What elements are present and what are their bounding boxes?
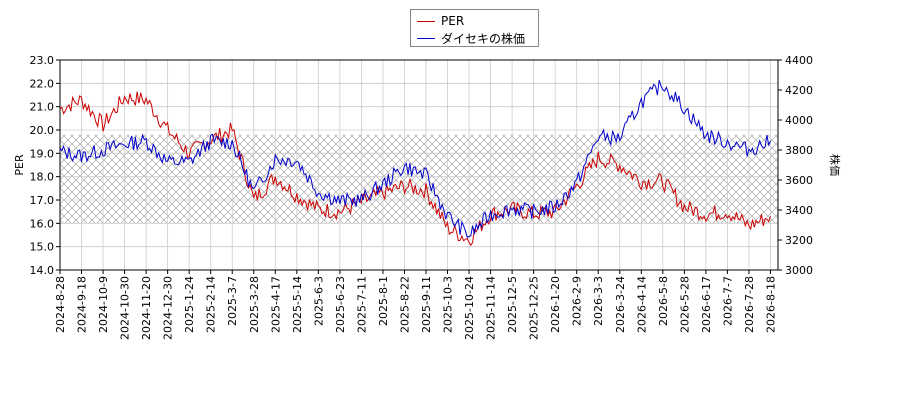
y-right-tick-label: 4000 [785, 114, 813, 127]
legend-item-per: PER [417, 13, 464, 29]
x-tick-label: 2025-12-5 [506, 276, 519, 333]
x-tick-label: 2026-6-17 [700, 276, 713, 333]
x-tick-label: 2025-3-28 [248, 276, 261, 333]
x-tick-label: 2025-1-24 [183, 276, 196, 333]
x-tick-label: 2025-12-25 [528, 276, 541, 340]
y-left-tick-label: 14.0 [30, 264, 55, 277]
x-tick-label: 2024-9-18 [76, 276, 89, 333]
x-tick-label: 2026-1-20 [549, 276, 562, 333]
y-left-tick-label: 16.0 [30, 217, 55, 230]
x-tick-label: 2025-10-24 [463, 276, 476, 340]
y-right-tick-label: 3200 [785, 234, 813, 247]
x-tick-label: 2024-8-28 [54, 276, 67, 333]
y-left-tick-label: 18.0 [30, 171, 55, 184]
y-left-tick-label: 19.0 [30, 147, 55, 160]
x-axis: 2024-8-28 2024-9-18 2024-10-9 2024-10-30 202… [54, 270, 777, 340]
plot-border [59, 59, 779, 271]
y-axis-right: 3000 3200 3400 3600 3800 4000 4200 4400 [778, 54, 813, 277]
x-tick-label: 2024-10-30 [119, 276, 132, 340]
y-right-tick-label: 4400 [785, 54, 813, 67]
y-right-tick-label: 4200 [785, 84, 813, 97]
x-tick-label: 2025-11-14 [485, 276, 498, 340]
x-tick-label: 2025-6-3 [312, 276, 325, 326]
y-axis-left-label: PER [13, 154, 26, 176]
y-right-tick-label: 3600 [785, 174, 813, 187]
x-tick-label: 2024-12-30 [162, 276, 175, 340]
x-tick-label: 2026-5-28 [678, 276, 691, 333]
y-axis-right-label: 株価 [828, 154, 842, 176]
y-left-tick-label: 15.0 [30, 241, 55, 254]
grid [59, 59, 778, 271]
legend-label-per: PER [441, 14, 465, 28]
y-right-tick-label: 3800 [785, 144, 813, 157]
x-tick-label: 2024-11-20 [140, 276, 153, 340]
x-tick-label: 2025-9-11 [420, 276, 433, 333]
legend-swatch-price [417, 37, 435, 39]
x-tick-label: 2026-7-7 [721, 276, 734, 326]
y-right-tick-label: 3400 [785, 204, 813, 217]
x-tick-label: 2026-4-14 [635, 276, 648, 333]
x-tick-label: 2025-10-3 [442, 276, 455, 333]
x-tick-label: 2025-8-1 [377, 276, 390, 326]
legend-swatch-per [417, 20, 435, 22]
x-tick-label: 2026-7-28 [743, 276, 756, 333]
y-left-tick-label: 21.0 [30, 101, 55, 114]
legend-item-price: ダイセキの株価 [417, 30, 525, 46]
x-tick-label: 2026-3-3 [592, 276, 605, 326]
y-left-tick-label: 20.0 [30, 124, 55, 137]
x-tick-label: 2025-2-14 [205, 276, 218, 333]
hatched-band [60, 134, 778, 224]
y-left-tick-label: 23.0 [30, 54, 55, 67]
x-tick-label: 2025-4-17 [269, 276, 282, 333]
legend: PER ダイセキの株価 [410, 9, 539, 47]
y-left-tick-label: 22.0 [30, 77, 55, 90]
x-tick-label: 2026-5-8 [657, 276, 670, 326]
y-right-tick-label: 3000 [785, 264, 813, 277]
x-tick-label: 2026-2-9 [571, 276, 584, 326]
series-per-line [60, 91, 771, 247]
x-tick-label: 2025-7-11 [355, 276, 368, 333]
legend-label-price: ダイセキの株価 [441, 31, 526, 46]
x-tick-label: 2026-8-18 [764, 276, 777, 333]
y-left-tick-label: 17.0 [30, 194, 55, 207]
x-tick-label: 2026-3-24 [614, 276, 627, 333]
x-tick-label: 2025-3-7 [226, 276, 239, 326]
series-price-line [60, 79, 771, 239]
x-tick-label: 2025-8-22 [398, 276, 411, 333]
y-axis-left: 14.0 15.0 16.0 17.0 18.0 19.0 20.0 21.0 22.0 23.0 [30, 54, 60, 277]
x-tick-label: 2025-5-14 [291, 276, 304, 333]
x-tick-label: 2025-6-23 [334, 276, 347, 333]
x-tick-label: 2024-10-9 [97, 276, 110, 333]
